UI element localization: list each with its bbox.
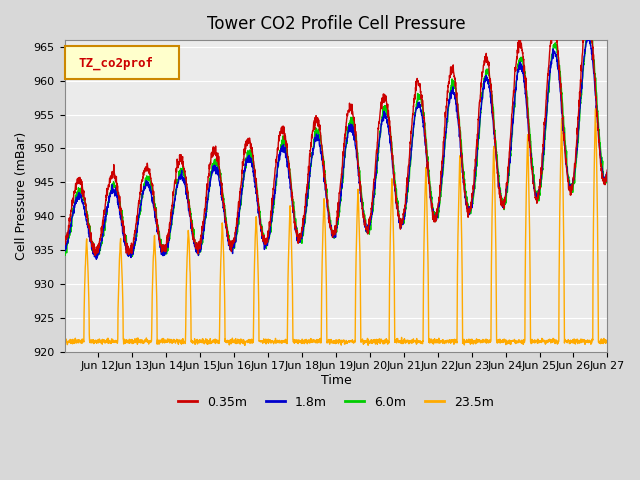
- Legend: 0.35m, 1.8m, 6.0m, 23.5m: 0.35m, 1.8m, 6.0m, 23.5m: [173, 391, 499, 414]
- Text: TZ_co2prof: TZ_co2prof: [78, 56, 153, 70]
- 1.8m: [115, 205, 123, 211]
- 6.0m: [232, 235, 240, 241]
- Line: 23.5m: 23.5m: [65, 108, 607, 346]
- 6.0m: [61, 247, 68, 253]
- 0.35m: [584, 6, 591, 12]
- 6.0m: [500, 201, 508, 207]
- 0.35m: [596, 155, 604, 160]
- 0.35m: [92, 252, 99, 258]
- 6.0m: [115, 198, 123, 204]
- 23.5m: [530, 338, 538, 344]
- 0.35m: [500, 200, 508, 205]
- 0.35m: [232, 225, 240, 231]
- FancyBboxPatch shape: [65, 47, 179, 79]
- 1.8m: [369, 203, 376, 209]
- 23.5m: [500, 338, 508, 344]
- 1.8m: [530, 186, 538, 192]
- 6.0m: [530, 181, 538, 187]
- 23.5m: [369, 340, 376, 346]
- 6.0m: [596, 140, 604, 146]
- 1.8m: [604, 168, 611, 174]
- 1.8m: [93, 256, 100, 262]
- Title: Tower CO2 Profile Cell Pressure: Tower CO2 Profile Cell Pressure: [207, 15, 465, 33]
- 1.8m: [500, 201, 508, 207]
- 0.35m: [61, 241, 68, 247]
- 6.0m: [369, 210, 376, 216]
- 23.5m: [596, 339, 604, 345]
- 0.35m: [530, 183, 538, 189]
- 6.0m: [586, 25, 593, 31]
- Line: 6.0m: 6.0m: [65, 28, 607, 257]
- X-axis label: Time: Time: [321, 374, 351, 387]
- 0.35m: [604, 167, 611, 173]
- 23.5m: [241, 343, 249, 348]
- 0.35m: [369, 194, 376, 200]
- Line: 0.35m: 0.35m: [65, 9, 607, 255]
- 23.5m: [232, 339, 240, 345]
- 23.5m: [61, 338, 68, 344]
- 0.35m: [115, 194, 123, 200]
- Line: 1.8m: 1.8m: [65, 34, 607, 259]
- 23.5m: [592, 106, 600, 111]
- 6.0m: [604, 170, 611, 176]
- 6.0m: [93, 254, 101, 260]
- 1.8m: [596, 152, 604, 158]
- 1.8m: [61, 245, 68, 251]
- 23.5m: [115, 277, 123, 283]
- 1.8m: [584, 31, 591, 37]
- 23.5m: [604, 337, 611, 343]
- Y-axis label: Cell Pressure (mBar): Cell Pressure (mBar): [15, 132, 28, 260]
- 1.8m: [232, 231, 240, 237]
